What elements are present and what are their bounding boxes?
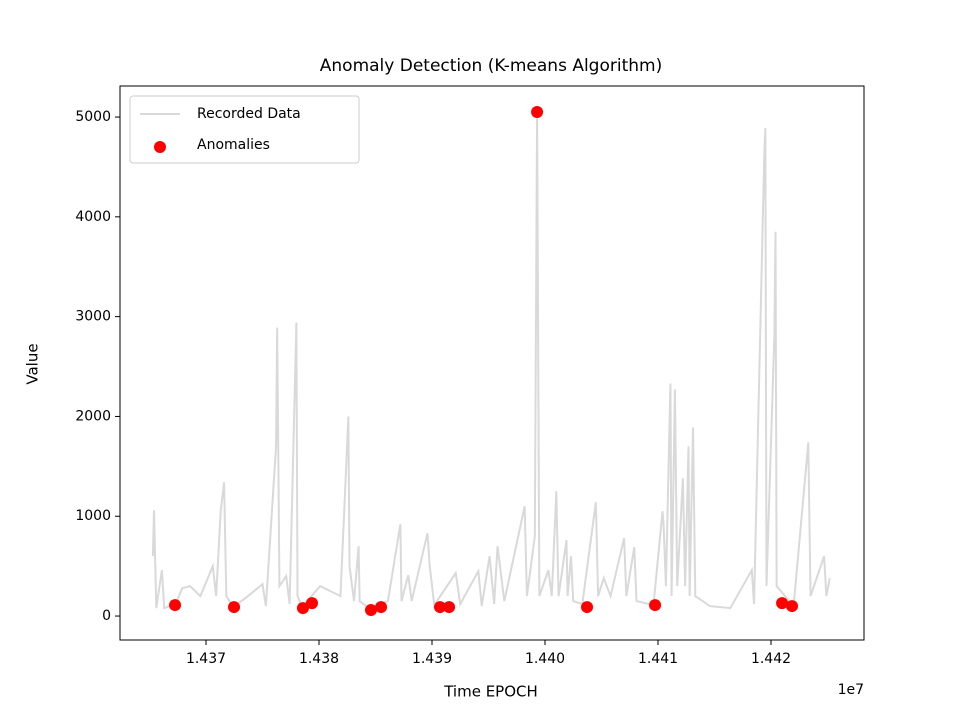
legend-marker [154,141,166,153]
legend-label: Recorded Data [197,106,301,122]
anomaly-point [364,604,377,617]
y-tick-label: 4000 [75,209,111,225]
x-axis-title: Time EPOCH [443,683,538,701]
x-tick-label: 1.437 [186,651,226,667]
axes-frame [119,85,865,641]
plot-area [151,106,831,617]
anomaly-point [531,106,544,119]
x-tick-label: 1.441 [638,651,678,667]
data-line [151,112,831,611]
x-tick-label: 1.442 [751,651,791,667]
legend-label: Anomalies [197,137,270,153]
chart-title: Anomaly Detection (K-means Algorithm) [320,56,662,76]
anomaly-point [581,601,594,614]
legend: Recorded Data Anomalies [129,95,360,164]
x-tick-label: 1.439 [412,651,452,667]
y-tick-label: 2000 [75,408,111,424]
x-tick-label: 1.438 [299,651,339,667]
x-tick-label: 1.440 [525,651,565,667]
y-tick-label: 3000 [75,309,111,325]
anomaly-point [434,601,447,614]
y-axis-title: Value [24,343,42,384]
anomaly-point [786,600,799,613]
x-offset-label: 1e7 [838,682,864,698]
anomaly-point [228,601,241,614]
anomaly-point [375,601,388,614]
anomaly-point [296,602,309,615]
y-tick-label: 1000 [75,508,111,524]
legend-box [129,95,360,164]
anomaly-point [443,601,456,614]
anomaly-point [649,599,662,612]
anomaly-point [305,597,318,610]
y-tick-label: 0 [102,608,111,624]
y-tick-label: 5000 [75,109,111,125]
anomaly-point [776,597,789,610]
anomaly-point [169,599,182,612]
